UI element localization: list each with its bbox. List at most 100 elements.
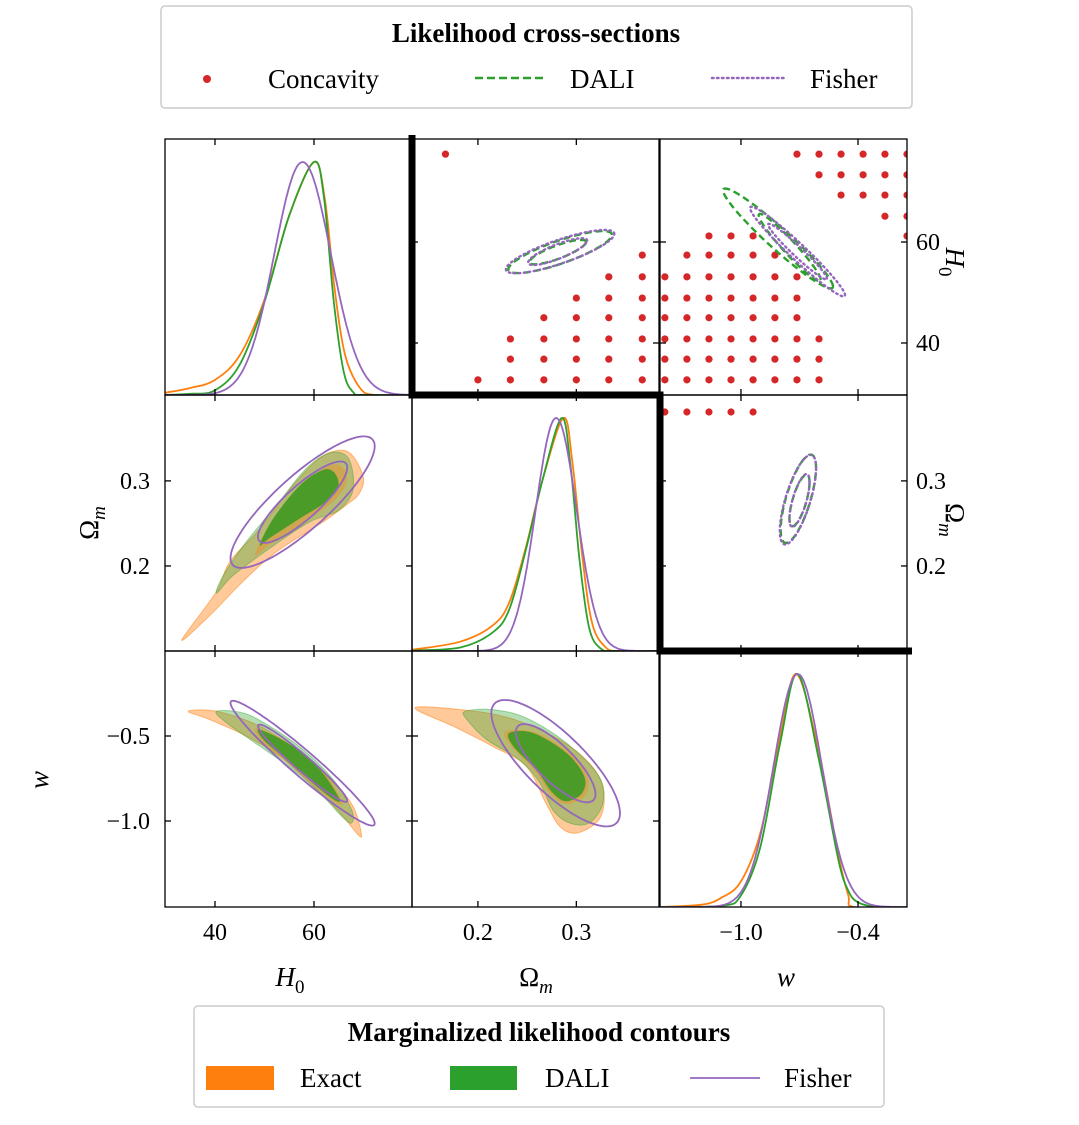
concavity-point bbox=[859, 171, 867, 179]
marginal-2d-Om-w bbox=[414, 699, 621, 834]
concavity-point bbox=[605, 273, 613, 281]
concavity-point bbox=[705, 376, 713, 384]
concavity-point bbox=[506, 335, 515, 343]
legend-dali-label: DALI bbox=[570, 64, 634, 94]
y-tick-label-left-w: −0.5 bbox=[106, 724, 150, 750]
legend-bottom-title: Marginalized likelihood contours bbox=[348, 1017, 731, 1047]
concavity-point bbox=[683, 335, 691, 343]
contour-dali-68 bbox=[257, 729, 341, 802]
concavity-point bbox=[705, 335, 713, 343]
concavity-point bbox=[605, 376, 613, 384]
cross-section-fisher-95 bbox=[504, 228, 616, 275]
cross-section-fisher-95 bbox=[748, 205, 847, 298]
legend-bottom: Marginalized likelihood contours Exact D… bbox=[193, 1005, 885, 1108]
concavity-point bbox=[903, 191, 907, 199]
concavity-point bbox=[727, 294, 735, 302]
concavity-point bbox=[793, 314, 801, 322]
concavity-point bbox=[705, 408, 713, 416]
curve-dali-Om bbox=[412, 417, 659, 651]
legend-concavity-label: Concavity bbox=[268, 64, 379, 94]
x-tick-label-Om: 0.3 bbox=[561, 920, 591, 946]
concavity-point bbox=[638, 251, 646, 259]
concavity-point bbox=[705, 232, 713, 240]
contour-fisher-68 bbox=[515, 723, 597, 804]
y-tick-label-left-Om: 0.2 bbox=[120, 554, 150, 580]
marginal-2d-H0-Om bbox=[181, 435, 376, 641]
ylabel-right-H0: H0 bbox=[934, 247, 970, 277]
cross-section-dali-68 bbox=[757, 212, 823, 283]
x-tick-label-Om: 0.2 bbox=[463, 920, 493, 946]
concavity-point bbox=[638, 314, 646, 322]
concavity-point bbox=[683, 294, 691, 302]
concavity-point bbox=[474, 376, 482, 384]
panel-frame bbox=[411, 138, 660, 396]
concavity-point bbox=[771, 355, 779, 363]
concavity-point bbox=[705, 314, 713, 322]
concavity-point bbox=[881, 191, 889, 199]
marginal-2d-H0-w bbox=[187, 699, 376, 838]
curve-fisher-H0 bbox=[165, 161, 412, 395]
concavity-point bbox=[705, 355, 713, 363]
concavity-point bbox=[881, 212, 889, 220]
concavity-point bbox=[683, 251, 691, 259]
legend-dali-fill-label: DALI bbox=[545, 1063, 609, 1093]
cross-section-dali-95 bbox=[507, 229, 614, 275]
x-tick-label-H0: 60 bbox=[302, 920, 326, 946]
contour-dali-68 bbox=[507, 730, 586, 802]
contour-fisher-68 bbox=[257, 723, 349, 803]
cross-section-fisher-68 bbox=[788, 472, 811, 529]
concavity-point bbox=[903, 150, 907, 158]
curve-dali-H0 bbox=[165, 160, 412, 395]
concavity-point bbox=[793, 355, 801, 363]
concavity-point bbox=[881, 171, 889, 179]
cross-section-w-Om bbox=[661, 408, 818, 546]
concavity-point bbox=[638, 294, 646, 302]
xlabel-w: w bbox=[777, 962, 795, 992]
panel-frame bbox=[659, 650, 908, 908]
upper-triangle-separator bbox=[408, 135, 912, 655]
cross-section-dali-68 bbox=[528, 238, 588, 266]
panel-frame bbox=[411, 650, 660, 908]
x-tick-label-w: −0.4 bbox=[836, 920, 880, 946]
concavity-point bbox=[903, 232, 907, 240]
concavity-point bbox=[793, 376, 801, 384]
concavity-point bbox=[815, 376, 823, 384]
contour-fisher-95 bbox=[229, 435, 376, 569]
ylabel-w: w bbox=[24, 771, 54, 789]
concavity-point bbox=[683, 376, 691, 384]
concavity-point bbox=[793, 273, 801, 281]
concavity-point bbox=[605, 314, 613, 322]
legend-bottom-frame bbox=[193, 1005, 885, 1108]
ylabel-right-Om: Ωm bbox=[934, 503, 970, 537]
concavity-point bbox=[727, 314, 735, 322]
concavity-point bbox=[506, 376, 515, 384]
concavity-point bbox=[506, 355, 515, 363]
concavity-point bbox=[540, 335, 548, 343]
concavity-point bbox=[837, 171, 845, 179]
y-tick-label-right-H0: 60 bbox=[916, 230, 940, 256]
concavity-point bbox=[749, 314, 757, 322]
y-tick-label-right-Om: 0.3 bbox=[916, 469, 946, 495]
panel-frame bbox=[164, 650, 413, 908]
concavity-point bbox=[683, 273, 691, 281]
marginal-1d-Om bbox=[412, 417, 659, 651]
legend-top-title: Likelihood cross-sections bbox=[392, 18, 680, 48]
cross-section-Om-H0 bbox=[441, 150, 646, 384]
concavity-point bbox=[540, 355, 548, 363]
marginal-1d-H0 bbox=[165, 160, 412, 395]
concavity-point bbox=[661, 294, 669, 302]
y-tick-label-left-w: −1.0 bbox=[106, 809, 150, 835]
concavity-point bbox=[903, 171, 907, 179]
panel-frame bbox=[659, 394, 908, 652]
concavity-point bbox=[771, 294, 779, 302]
concavity-point bbox=[727, 408, 735, 416]
concavity-point bbox=[661, 335, 669, 343]
concavity-point bbox=[638, 273, 646, 281]
curve-fisher-Om bbox=[412, 417, 659, 651]
cross-section-w-H0 bbox=[661, 150, 907, 384]
concavity-point bbox=[638, 376, 646, 384]
y-tick-label-left-Om: 0.3 bbox=[120, 469, 150, 495]
concavity-point bbox=[605, 335, 613, 343]
concavity-point bbox=[572, 355, 580, 363]
concavity-point bbox=[771, 376, 779, 384]
